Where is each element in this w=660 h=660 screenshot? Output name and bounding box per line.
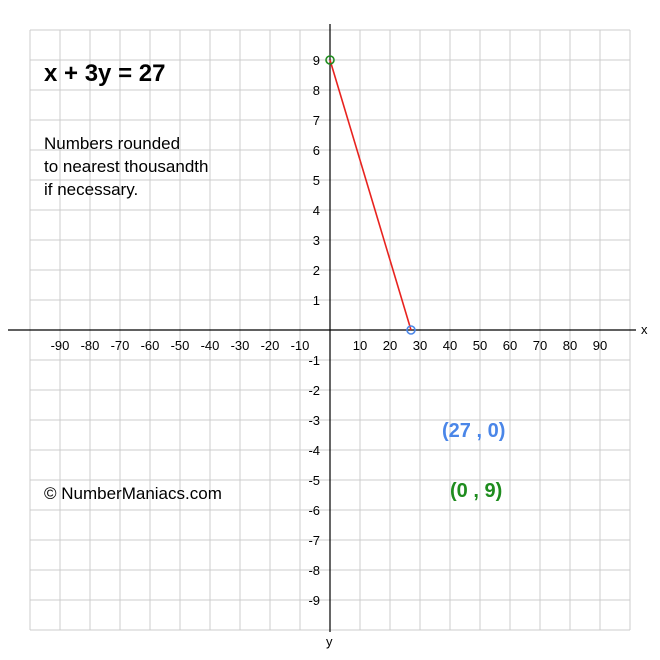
y-tick-label: 7 <box>313 113 320 128</box>
x-tick-label: -50 <box>171 338 190 353</box>
x-axis-label: x <box>641 322 648 337</box>
series-line <box>329 59 412 331</box>
y-tick-label: -7 <box>308 533 320 548</box>
points <box>325 55 416 335</box>
axes: xy <box>8 24 648 649</box>
y-tick-label: -8 <box>308 563 320 578</box>
note-line: Numbers rounded <box>44 134 181 153</box>
rounding-note: Numbers rounded to nearest thousandth if… <box>44 132 208 201</box>
x-tick-label: 90 <box>593 338 607 353</box>
x-tick-label: -40 <box>201 338 220 353</box>
y-tick-label: -5 <box>308 473 320 488</box>
y-tick-label: 9 <box>313 53 320 68</box>
y-tick-label: 3 <box>313 233 320 248</box>
x-tick-label: -30 <box>231 338 250 353</box>
y-tick-label: 1 <box>313 293 320 308</box>
note-line: if necessary. <box>44 180 139 199</box>
x-tick-label: 10 <box>353 338 367 353</box>
y-tick-label: -1 <box>308 353 320 368</box>
x-tick-label: 70 <box>533 338 547 353</box>
x-tick-label: -10 <box>291 338 310 353</box>
copyright-text: © NumberManiacs.com <box>44 484 222 503</box>
y-tick-label: -3 <box>308 413 320 428</box>
y-intercept-label: (0 , 9) <box>450 480 503 502</box>
y-tick-label: 5 <box>313 173 320 188</box>
x-intercept-point <box>406 325 416 335</box>
x-tick-label: -70 <box>111 338 130 353</box>
x-tick-label: 60 <box>503 338 517 353</box>
y-tick-label: 4 <box>313 203 320 218</box>
equation-title: x + 3y = 27 <box>44 60 166 87</box>
y-tick-label: -2 <box>308 383 320 398</box>
y-tick-label: 6 <box>313 143 320 158</box>
y-tick-label: -9 <box>308 593 320 608</box>
x-intercept-label: (27 , 0) <box>442 420 506 442</box>
tick-labels: -90 -80 -70 -60 -50 -40 -30 -20 -10 10 20 30 40 50 60 7… <box>51 53 608 608</box>
x-tick-label: -60 <box>141 338 160 353</box>
y-tick-label: 2 <box>313 263 320 278</box>
y-tick-label: -4 <box>308 443 320 458</box>
x-tick-label: -90 <box>51 338 70 353</box>
x-tick-label: 40 <box>443 338 457 353</box>
y-axis-label: y <box>326 634 333 649</box>
x-tick-label: 30 <box>413 338 427 353</box>
y-tick-label: 8 <box>313 83 320 98</box>
x-tick-label: 50 <box>473 338 487 353</box>
y-tick-label: -6 <box>308 503 320 518</box>
y-intercept-point <box>325 55 335 65</box>
x-tick-label: 80 <box>563 338 577 353</box>
x-tick-label: -20 <box>261 338 280 353</box>
x-tick-label: 20 <box>383 338 397 353</box>
series <box>329 59 412 331</box>
x-tick-label: -80 <box>81 338 100 353</box>
note-line: to nearest thousandth <box>44 157 209 176</box>
